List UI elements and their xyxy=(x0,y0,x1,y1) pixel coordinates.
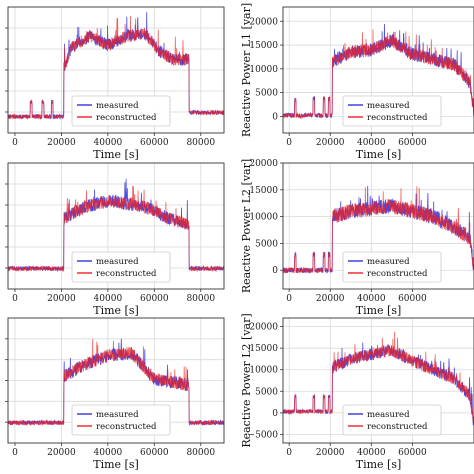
chart-panel-6: 0 20000 40000 60000 −5000 0 5000 10000 15000 2000… xyxy=(240,313,474,471)
legend: measured reconstructed xyxy=(342,404,442,436)
x-tick-label: 20000 xyxy=(47,138,76,148)
y-tick-label: 15000 xyxy=(249,186,278,196)
chart-panel-3: 0 20000 40000 60000 80000 Time [s] measured rec… xyxy=(5,162,225,317)
y-tick-label: 10000 xyxy=(249,65,278,75)
plot-frame xyxy=(7,6,225,134)
series-line-reconstructed xyxy=(283,29,474,120)
legend-label-measured: measured xyxy=(96,410,139,420)
legend-label-measured: measured xyxy=(367,257,410,267)
y-axis-label: Reactive Power L2 [var] xyxy=(240,159,253,293)
x-tick-label: 60000 xyxy=(398,294,427,304)
chart-panel-4: 0 20000 40000 60000 0 5000 10000 15000 20000 Time… xyxy=(240,159,474,317)
x-tick-label: 40000 xyxy=(94,294,123,304)
x-axis-label: Time [s] xyxy=(93,304,139,317)
legend-box xyxy=(342,251,442,283)
x-tick-label: 20000 xyxy=(316,138,345,148)
legend-label-reconstructed: reconstructed xyxy=(367,113,428,123)
x-tick-label: 20000 xyxy=(47,448,76,458)
legend-label-reconstructed: reconstructed xyxy=(367,422,428,432)
x-tick-label: 60000 xyxy=(140,138,169,148)
x-tick-label: 40000 xyxy=(94,448,123,458)
legend-box xyxy=(71,404,171,436)
series-line-reconstructed xyxy=(283,186,474,274)
chart-panel-2: 0 20000 40000 60000 0 5000 10000 15000 20000 Time… xyxy=(240,3,474,161)
legend-label-measured: measured xyxy=(96,257,139,267)
x-tick-label: 80000 xyxy=(186,294,215,304)
y-tick-label: 5000 xyxy=(255,387,278,397)
x-tick-label: 20000 xyxy=(316,294,345,304)
x-axis-label: Time [s] xyxy=(93,458,139,471)
x-tick-label: 40000 xyxy=(357,294,386,304)
plot-frame xyxy=(282,6,474,134)
x-tick-label: 20000 xyxy=(316,448,345,458)
x-tick-label: 0 xyxy=(12,138,18,148)
plot-frame xyxy=(282,162,474,290)
x-tick-label: 0 xyxy=(286,138,292,148)
x-tick-label: 0 xyxy=(12,448,18,458)
x-tick-label: 40000 xyxy=(357,138,386,148)
plot-frame xyxy=(7,317,225,444)
y-tick-label: 15000 xyxy=(249,41,278,51)
y-tick-label: 5000 xyxy=(255,239,278,249)
x-tick-label: 40000 xyxy=(94,138,123,148)
legend: measured reconstructed xyxy=(71,251,171,283)
plot-frame xyxy=(282,317,474,444)
legend: measured reconstructed xyxy=(342,251,442,283)
y-tick-label: 20000 xyxy=(249,17,278,27)
series-line-reconstructed xyxy=(283,331,474,423)
legend-label-reconstructed: reconstructed xyxy=(96,269,157,279)
x-axis-label: Time [s] xyxy=(93,148,139,161)
x-tick-label: 0 xyxy=(12,294,18,304)
series-line-reconstructed xyxy=(8,339,224,427)
plot-frame xyxy=(7,162,225,290)
x-axis-label: Time [s] xyxy=(356,304,402,317)
x-tick-label: 60000 xyxy=(140,294,169,304)
y-tick-label: 10000 xyxy=(249,213,278,223)
x-tick-label: 0 xyxy=(286,448,292,458)
x-tick-label: 20000 xyxy=(47,294,76,304)
y-axis-label: Reactive Power L2 [var] xyxy=(240,313,253,447)
legend-label-measured: measured xyxy=(367,410,410,420)
x-tick-label: 40000 xyxy=(357,448,386,458)
legend-label-reconstructed: reconstructed xyxy=(367,269,428,279)
legend: measured reconstructed xyxy=(342,95,442,127)
x-tick-label: 80000 xyxy=(186,138,215,148)
x-tick-label: 80000 xyxy=(186,448,215,458)
x-tick-label: 0 xyxy=(286,294,292,304)
legend-label-reconstructed: reconstructed xyxy=(96,113,157,123)
legend: measured reconstructed xyxy=(71,404,171,436)
y-tick-label: −5000 xyxy=(248,430,279,440)
y-tick-label: 0 xyxy=(272,266,278,276)
chart-panel-5: 0 20000 40000 60000 80000 Time [s] measured rec… xyxy=(5,317,225,471)
y-tick-label: 0 xyxy=(272,112,278,122)
legend-label-reconstructed: reconstructed xyxy=(96,422,157,432)
y-tick-label: 20000 xyxy=(249,323,278,333)
y-tick-label: 5000 xyxy=(255,89,278,99)
legend-box xyxy=(71,251,171,283)
legend: measured reconstructed xyxy=(71,95,171,127)
y-tick-label: 0 xyxy=(272,409,278,419)
y-tick-label: 20000 xyxy=(249,159,278,169)
legend-label-measured: measured xyxy=(367,101,410,111)
legend-box xyxy=(71,95,171,127)
y-axis-label: Reactive Power L1 [var] xyxy=(240,3,253,137)
legend-box xyxy=(342,404,442,436)
x-tick-label: 60000 xyxy=(140,448,169,458)
series-line-reconstructed xyxy=(8,16,224,121)
chart-panel-1: 0 20000 40000 60000 80000 Time [s] measured rec… xyxy=(5,6,225,161)
series-line-reconstructed xyxy=(8,185,224,273)
legend-label-measured: measured xyxy=(96,101,139,111)
x-axis-label: Time [s] xyxy=(356,458,402,471)
x-axis-label: Time [s] xyxy=(356,148,402,161)
y-tick-label: 15000 xyxy=(249,344,278,354)
x-tick-label: 60000 xyxy=(398,138,427,148)
y-tick-label: 10000 xyxy=(249,366,278,376)
x-tick-label: 60000 xyxy=(398,448,427,458)
legend-box xyxy=(342,95,442,127)
